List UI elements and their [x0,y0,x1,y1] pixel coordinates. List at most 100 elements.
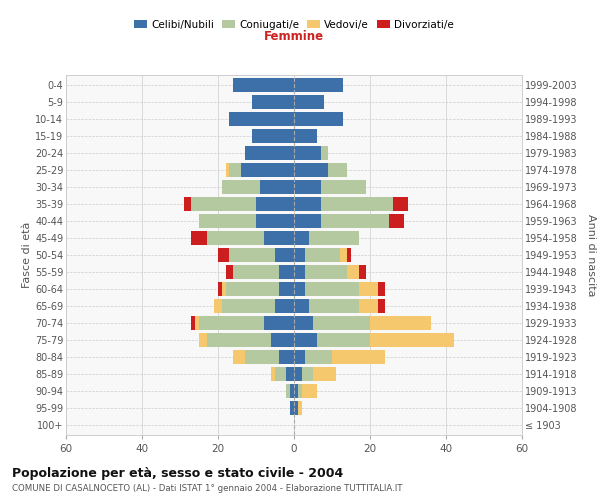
Bar [298,401,302,415]
Bar [347,248,351,262]
Bar [184,197,191,211]
Bar [286,367,294,381]
Bar [294,333,317,347]
Bar [294,282,305,296]
Bar [279,282,294,296]
Bar [263,316,294,330]
Bar [370,316,431,330]
Bar [294,231,309,245]
Bar [226,163,229,177]
Y-axis label: Fasce di età: Fasce di età [22,222,32,288]
Bar [294,163,328,177]
Bar [294,95,325,109]
Bar [222,180,260,194]
Bar [279,265,294,279]
Bar [275,299,294,313]
Bar [218,248,229,262]
Bar [260,180,294,194]
Bar [218,282,222,296]
Bar [370,333,454,347]
Bar [199,316,263,330]
Bar [241,163,294,177]
Bar [256,214,294,228]
Bar [309,299,359,313]
Bar [305,282,359,296]
Bar [233,350,245,364]
Text: Femmine: Femmine [264,30,324,43]
Bar [286,384,290,398]
Bar [389,214,404,228]
Bar [347,265,359,279]
Bar [191,197,256,211]
Bar [191,316,195,330]
Text: COMUNE DI CASALNOCETO (AL) - Dati ISTAT 1° gennaio 2004 - Elaborazione TUTTITALI: COMUNE DI CASALNOCETO (AL) - Dati ISTAT … [12,484,403,493]
Bar [263,231,294,245]
Bar [226,265,233,279]
Bar [229,248,275,262]
Bar [302,367,313,381]
Bar [305,350,332,364]
Bar [222,299,275,313]
Bar [294,146,320,160]
Bar [226,282,279,296]
Bar [309,231,359,245]
Bar [359,282,377,296]
Bar [294,265,305,279]
Bar [195,316,199,330]
Bar [256,197,294,211]
Bar [290,384,294,398]
Bar [275,367,286,381]
Bar [298,384,302,398]
Bar [317,333,370,347]
Bar [294,401,298,415]
Bar [305,265,347,279]
Bar [271,367,275,381]
Bar [222,282,226,296]
Bar [206,333,271,347]
Bar [233,265,279,279]
Bar [245,350,279,364]
Bar [320,146,328,160]
Bar [313,367,336,381]
Bar [229,112,294,126]
Bar [377,299,385,313]
Bar [294,350,305,364]
Bar [294,214,320,228]
Bar [191,231,206,245]
Bar [294,180,320,194]
Bar [290,401,294,415]
Bar [320,180,366,194]
Bar [294,129,317,143]
Bar [275,248,294,262]
Bar [214,299,222,313]
Legend: Celibi/Nubili, Coniugati/e, Vedovi/e, Divorziati/e: Celibi/Nubili, Coniugati/e, Vedovi/e, Di… [130,16,458,34]
Text: Popolazione per età, sesso e stato civile - 2004: Popolazione per età, sesso e stato civil… [12,468,343,480]
Bar [328,163,347,177]
Bar [332,350,385,364]
Bar [252,129,294,143]
Bar [313,316,370,330]
Bar [199,214,256,228]
Bar [302,384,317,398]
Bar [359,299,377,313]
Bar [393,197,408,211]
Bar [340,248,347,262]
Bar [229,163,241,177]
Bar [294,299,309,313]
Bar [206,231,263,245]
Bar [320,214,389,228]
Bar [199,333,206,347]
Bar [294,248,305,262]
Bar [294,197,320,211]
Bar [305,248,340,262]
Bar [252,95,294,109]
Bar [245,146,294,160]
Bar [279,350,294,364]
Bar [271,333,294,347]
Y-axis label: Anni di nascita: Anni di nascita [586,214,596,296]
Bar [377,282,385,296]
Bar [294,367,302,381]
Bar [359,265,366,279]
Bar [320,197,393,211]
Bar [233,78,294,92]
